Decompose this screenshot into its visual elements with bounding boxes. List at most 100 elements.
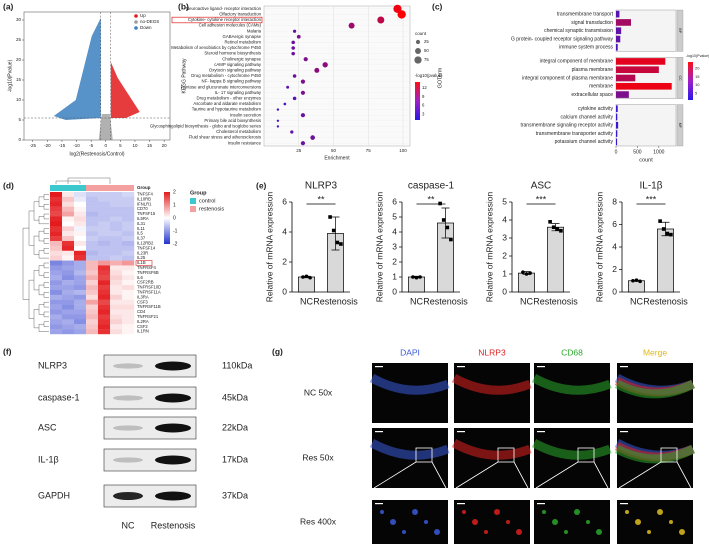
y-tick-label: Drug metabolism - cytochrome P450 xyxy=(191,73,261,78)
heat-cell xyxy=(74,314,87,320)
protein-label: GAPDH xyxy=(38,490,70,500)
panel-label: (e) xyxy=(256,180,267,190)
heat-cell xyxy=(122,309,135,315)
heat-cell xyxy=(86,294,99,300)
heat-cell xyxy=(50,309,63,315)
x-tick-label: 50 xyxy=(331,148,337,153)
y-tick-label: Steroid hormone biosynthesis xyxy=(204,51,261,56)
data-point xyxy=(331,228,336,233)
y-tick-label: Oxytocin signaling pathway xyxy=(209,68,262,73)
heat-cell xyxy=(98,206,111,212)
heat-cell xyxy=(74,304,87,310)
heat-cell xyxy=(74,216,87,222)
heat-cell xyxy=(110,309,123,315)
dendrogram xyxy=(38,196,44,207)
row-label: TNFRSF6B xyxy=(137,270,159,275)
blot-strip xyxy=(103,354,197,378)
y-tick-label: NF- kappa B signaling pathway xyxy=(202,79,262,84)
data-point xyxy=(301,275,305,279)
heat-cell xyxy=(50,285,63,291)
dot xyxy=(310,135,315,140)
y-tick-label: Insulin resistance xyxy=(228,140,262,145)
y-tick-label: immune system process xyxy=(559,45,613,51)
blot-band xyxy=(155,393,191,403)
heat-cell xyxy=(62,329,75,335)
colorbar-label: 10 xyxy=(695,82,700,87)
x-tick-label: 75 xyxy=(366,148,372,153)
scale-bar xyxy=(620,366,628,368)
bar xyxy=(616,66,659,74)
blot-strip xyxy=(103,386,197,410)
dot xyxy=(290,130,294,134)
heat-cell xyxy=(110,221,123,227)
heat-cell xyxy=(86,304,99,310)
y-tick-label: 15 xyxy=(16,77,22,82)
y-tick-label: 0 xyxy=(502,286,507,296)
heat-cell xyxy=(86,270,99,276)
dot xyxy=(291,46,295,50)
facet-label: BP xyxy=(678,28,682,33)
colorbar-label: 6 xyxy=(422,103,425,108)
dendrogram xyxy=(43,282,49,288)
heat-cell xyxy=(50,270,63,276)
heat-cell xyxy=(122,289,135,296)
row-label: IL10RB xyxy=(137,196,151,201)
heat-cell xyxy=(62,236,75,242)
dendrogram xyxy=(43,228,49,234)
y-axis-label: Relative of mRNA expression xyxy=(594,191,604,302)
dot xyxy=(291,40,295,45)
y-tick-label: membrane xyxy=(589,84,613,90)
row-label: NC 50x xyxy=(304,387,333,397)
cell-signal xyxy=(564,530,568,534)
cell-signal xyxy=(506,520,510,524)
channel-label: Merge xyxy=(643,347,667,357)
row-label: IL2RA xyxy=(137,319,149,324)
heat-cell xyxy=(122,314,135,320)
heat-cell xyxy=(122,324,135,330)
y-tick-label: plasma membrane xyxy=(572,67,614,73)
y-tick-label: 5 xyxy=(18,117,21,122)
heat-cell xyxy=(110,236,123,242)
y-tick-label: 5 xyxy=(502,196,507,206)
dendrogram xyxy=(43,194,49,200)
y-tick-label: Fluid shear stress and atherosclerosis xyxy=(189,135,261,140)
x-tick-label: -10 xyxy=(73,143,80,148)
heat-cell xyxy=(62,211,75,217)
scale-bar xyxy=(457,503,465,505)
heat-cell xyxy=(110,285,123,291)
y-tick-label: Taurine and hypotaurine metabolism xyxy=(192,107,262,112)
data-point xyxy=(665,231,670,236)
x-tick-label: NC xyxy=(520,296,533,306)
dendrogram xyxy=(43,238,49,244)
x-tick-label: 15 xyxy=(147,143,153,148)
colorbar-label: 12 xyxy=(422,85,427,90)
error-bar xyxy=(331,216,340,251)
y-tick-label: Cholinergic synapse xyxy=(222,56,261,61)
size-label: 22kDa xyxy=(222,422,248,432)
y-tick-label: 2 xyxy=(502,250,507,260)
chart-title: caspase-1 xyxy=(408,181,455,192)
heat-cell xyxy=(86,236,99,242)
cell-signal xyxy=(402,530,406,534)
row-label: IFNLR1 xyxy=(137,201,152,206)
scale-bar xyxy=(537,431,545,433)
bar xyxy=(616,44,618,51)
cell-signal xyxy=(647,530,651,534)
y-tick-label: 0 xyxy=(392,286,397,296)
heat-cell xyxy=(122,206,135,212)
data-point xyxy=(555,227,560,231)
y-tick-label: transmembrane transporter activity xyxy=(536,131,614,137)
data-point xyxy=(524,272,529,276)
cell-signal xyxy=(424,520,428,524)
heat-cell xyxy=(74,289,87,296)
significance-label: *** xyxy=(536,194,547,204)
x-tick-label: 25 xyxy=(296,148,302,153)
heat-cell xyxy=(50,245,63,251)
data-point xyxy=(634,278,639,282)
heat-cell xyxy=(122,192,135,198)
data-point xyxy=(445,225,450,230)
dendrogram xyxy=(38,284,44,296)
protein-label: caspase-1 xyxy=(38,392,80,402)
heat-cell xyxy=(98,319,111,325)
heat-cell xyxy=(98,216,111,222)
